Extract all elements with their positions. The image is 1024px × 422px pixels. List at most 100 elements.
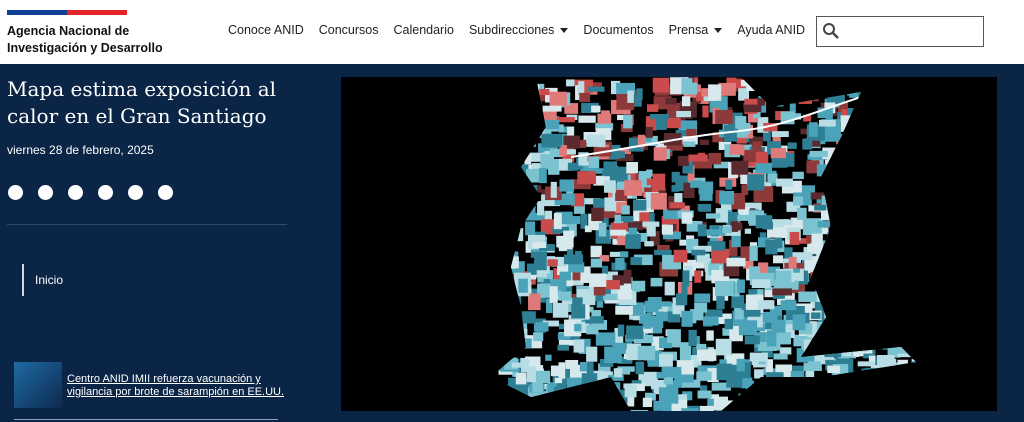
map-tile — [511, 385, 529, 397]
breadcrumb[interactable]: Inicio — [22, 264, 63, 296]
map-tile — [774, 235, 783, 249]
map-tile — [681, 282, 688, 297]
map-tile — [549, 148, 561, 158]
map-image — [341, 77, 997, 411]
map-tile — [780, 300, 797, 311]
map-tile — [748, 158, 760, 167]
share-icon[interactable] — [98, 185, 113, 200]
map-tile — [642, 397, 653, 408]
map-tile — [662, 231, 681, 240]
share-icon[interactable] — [158, 185, 173, 200]
related-link[interactable]: Centro ANID IMII refuerza vacunación y v… — [67, 373, 285, 398]
nav-item[interactable]: Concursos — [319, 23, 379, 37]
map-tile — [590, 245, 602, 258]
map-tile — [771, 131, 789, 137]
map-tile — [637, 345, 656, 361]
map-tile — [642, 221, 660, 227]
map-tile — [584, 198, 601, 205]
map-tile — [699, 385, 708, 393]
map-tile — [715, 109, 733, 125]
article-title: Mapa estima exposición al calor en el Gr… — [7, 77, 277, 128]
nav-item[interactable]: Subdirecciones — [469, 23, 569, 37]
nav-item[interactable]: Calendario — [393, 23, 453, 37]
map-tile — [598, 222, 607, 237]
nav-item[interactable]: Prensa — [669, 23, 723, 37]
map-tile — [767, 227, 787, 238]
map-tile — [524, 154, 532, 165]
map-tile — [737, 279, 745, 293]
map-tile — [550, 365, 564, 377]
map-tile — [681, 78, 693, 95]
search-box[interactable] — [816, 16, 984, 47]
map-tile — [715, 208, 728, 223]
map-tile — [676, 394, 688, 404]
map-tile — [673, 249, 688, 263]
map-tile — [802, 218, 823, 236]
map-tile — [729, 239, 738, 257]
map-tile — [740, 172, 751, 184]
map-tile — [593, 280, 606, 296]
share-icon[interactable] — [38, 185, 53, 200]
map-tile — [558, 291, 572, 301]
map-tile — [827, 365, 840, 373]
map-tile — [747, 174, 765, 191]
map-tile — [725, 179, 733, 190]
map-tile — [515, 372, 527, 385]
map-tile — [779, 347, 792, 355]
nav-label: Conoce ANID — [228, 23, 304, 37]
map-tile — [735, 116, 747, 129]
flag-blue — [7, 10, 67, 15]
map-tile — [567, 249, 574, 259]
logo[interactable]: Agencia Nacional de Investigación y Desa… — [7, 23, 163, 57]
map-tile — [553, 213, 562, 230]
map-tile — [615, 189, 628, 202]
map-tile — [759, 322, 779, 332]
map-tile — [675, 293, 688, 306]
map-tile — [538, 143, 545, 153]
map-tile — [533, 332, 544, 342]
map-tile — [722, 225, 732, 234]
map-tile — [567, 126, 575, 139]
map-tile — [699, 190, 713, 201]
map-tile — [617, 234, 631, 246]
map-tile — [757, 342, 777, 351]
map-tile — [617, 151, 625, 159]
map-tile — [613, 368, 623, 378]
map-tile — [663, 208, 683, 220]
map-tile — [807, 154, 828, 160]
map-tile — [838, 102, 849, 113]
map-tile — [568, 293, 581, 301]
flag-red — [67, 10, 127, 15]
map-tile — [788, 256, 797, 269]
map-tile — [758, 237, 770, 248]
map-tile — [637, 134, 645, 148]
map-tile — [529, 152, 547, 162]
map-tile — [645, 302, 659, 313]
share-icon[interactable] — [68, 185, 83, 200]
map-tile — [811, 312, 821, 319]
nav-item[interactable]: Ayuda ANID — [737, 23, 805, 37]
map-tile — [590, 258, 603, 268]
map-tile — [682, 379, 701, 388]
map-tile — [674, 374, 694, 383]
map-tile — [595, 332, 616, 346]
map-tile — [773, 353, 788, 360]
map-tile — [681, 310, 693, 327]
map-tile — [537, 201, 545, 216]
map-tile — [588, 168, 605, 174]
map-tile — [729, 144, 745, 155]
map-tile — [615, 306, 633, 315]
share-icon[interactable] — [8, 185, 23, 200]
share-icon[interactable] — [128, 185, 143, 200]
map-tile — [682, 391, 693, 401]
map-tile — [655, 311, 664, 329]
map-tile — [532, 383, 543, 393]
nav-item[interactable]: Conoce ANID — [228, 23, 304, 37]
nav-item[interactable]: Documentos — [583, 23, 653, 37]
map-tile — [811, 233, 823, 251]
map-tile — [806, 160, 820, 174]
related-thumbnail[interactable] — [14, 362, 62, 408]
map-tile — [751, 358, 759, 366]
map-tile — [730, 221, 739, 232]
